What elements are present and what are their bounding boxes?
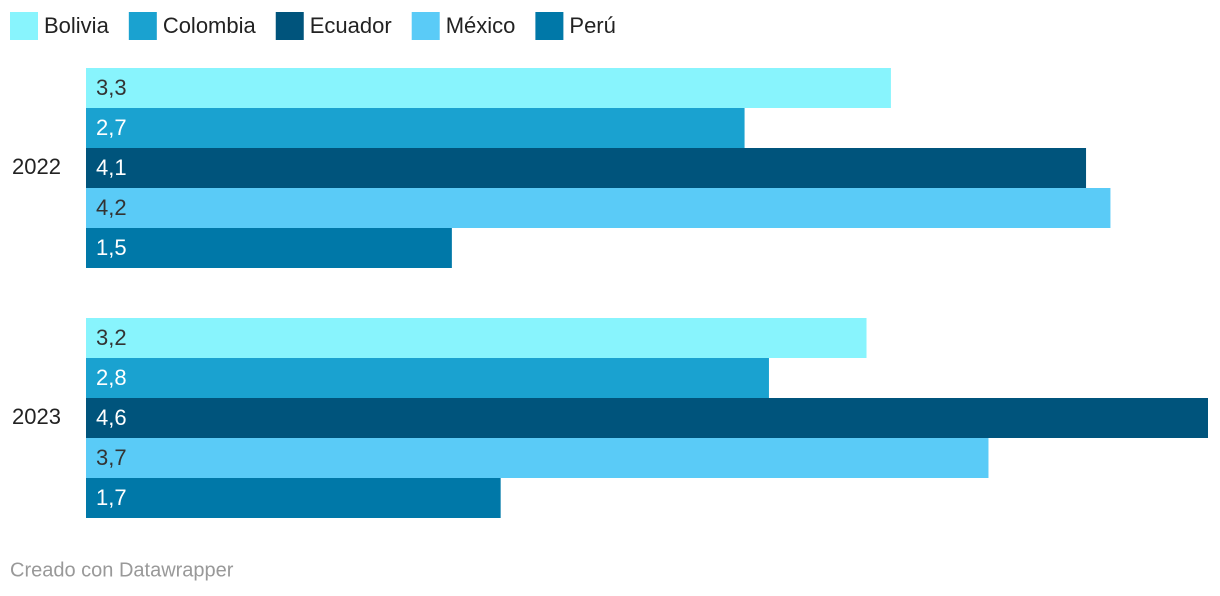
value-label: 4,1: [96, 155, 127, 180]
value-label: 4,2: [96, 195, 127, 220]
bar: [86, 148, 1087, 188]
value-label: 2,7: [96, 115, 127, 140]
legend-label: Bolivia: [44, 13, 110, 38]
legend-swatch: [275, 12, 304, 40]
legend-swatch: [128, 12, 157, 40]
bar: [86, 398, 1208, 438]
legend-label: México: [446, 13, 516, 38]
bar: [86, 188, 1111, 228]
value-label: 1,5: [96, 235, 127, 260]
legend-label: Ecuador: [310, 13, 392, 38]
y-tick-label: 2023: [12, 404, 61, 429]
value-label: 3,7: [96, 445, 127, 470]
legend-swatch: [535, 12, 564, 40]
legend-label: Perú: [569, 13, 615, 38]
credit: Creado con Datawrapper: [10, 559, 234, 581]
value-label: 3,2: [96, 325, 127, 350]
value-label: 1,7: [96, 485, 127, 510]
bar: [86, 68, 891, 108]
bar: [86, 108, 745, 148]
value-label: 3,3: [96, 75, 127, 100]
bar: [86, 358, 769, 398]
value-label: 4,6: [96, 405, 127, 430]
bar: [86, 478, 501, 518]
bar: [86, 228, 452, 268]
value-label: 2,8: [96, 365, 127, 390]
bar: [86, 318, 867, 358]
legend-label: Colombia: [163, 13, 257, 38]
bar: [86, 438, 989, 478]
legend-swatch: [411, 12, 440, 40]
y-tick-label: 2022: [12, 154, 61, 179]
legend-swatch: [10, 12, 38, 40]
